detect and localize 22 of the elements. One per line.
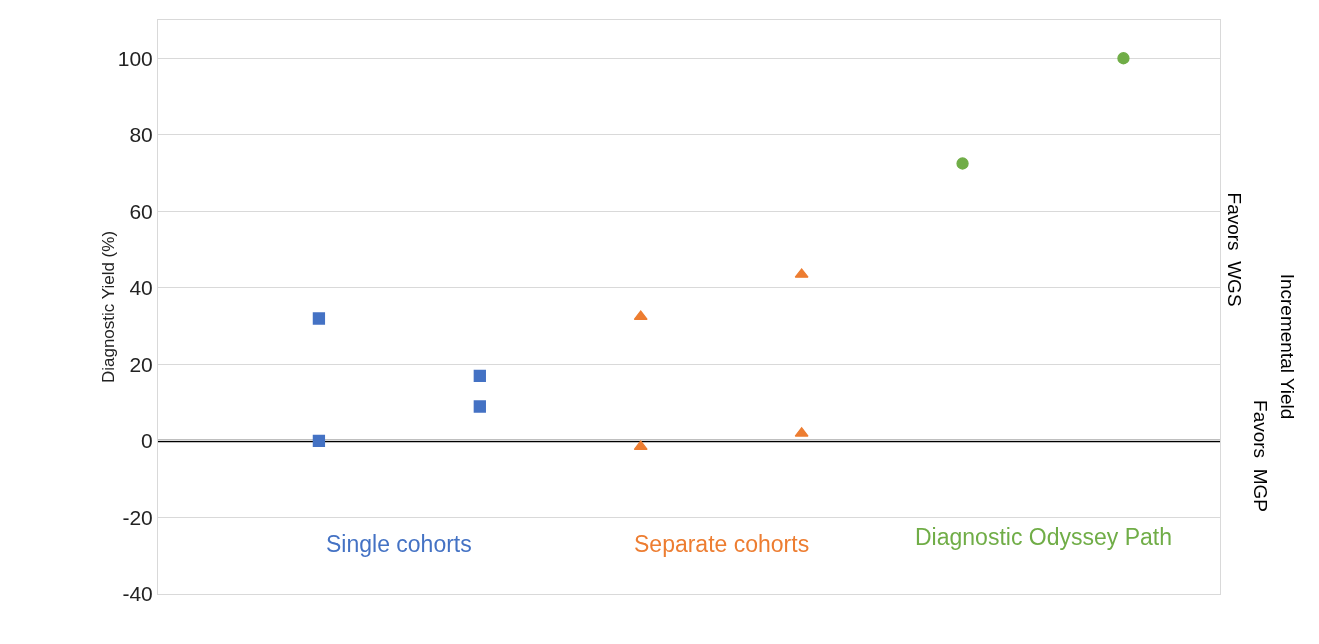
y-tick-label: -40 bbox=[122, 582, 153, 606]
annotation: Single cohorts bbox=[326, 531, 472, 557]
point bbox=[633, 440, 648, 451]
point bbox=[473, 369, 486, 383]
point bbox=[1117, 52, 1130, 65]
y-tick-label: 100 bbox=[117, 46, 153, 70]
y-tick-label: 60 bbox=[129, 199, 153, 223]
point bbox=[312, 312, 326, 325]
point bbox=[473, 400, 486, 413]
point bbox=[956, 157, 969, 170]
annotation: Diagnostic Odyssey Path bbox=[915, 524, 1172, 550]
y-tick-label: 20 bbox=[129, 352, 153, 376]
text: Incremental Yield bbox=[1276, 273, 1298, 420]
text: Favors WGS bbox=[1223, 192, 1245, 307]
text: Favors MGP bbox=[1250, 400, 1272, 512]
y-tick-label: 40 bbox=[129, 276, 153, 300]
point bbox=[312, 434, 326, 448]
y-axis-title: Diagnostic Yield (%) bbox=[99, 230, 118, 384]
y-tick-label: 80 bbox=[129, 123, 153, 147]
y-tick-label: 0 bbox=[141, 429, 153, 453]
annotation: Separate cohorts bbox=[634, 531, 810, 557]
y-tick-label: -20 bbox=[122, 505, 153, 529]
